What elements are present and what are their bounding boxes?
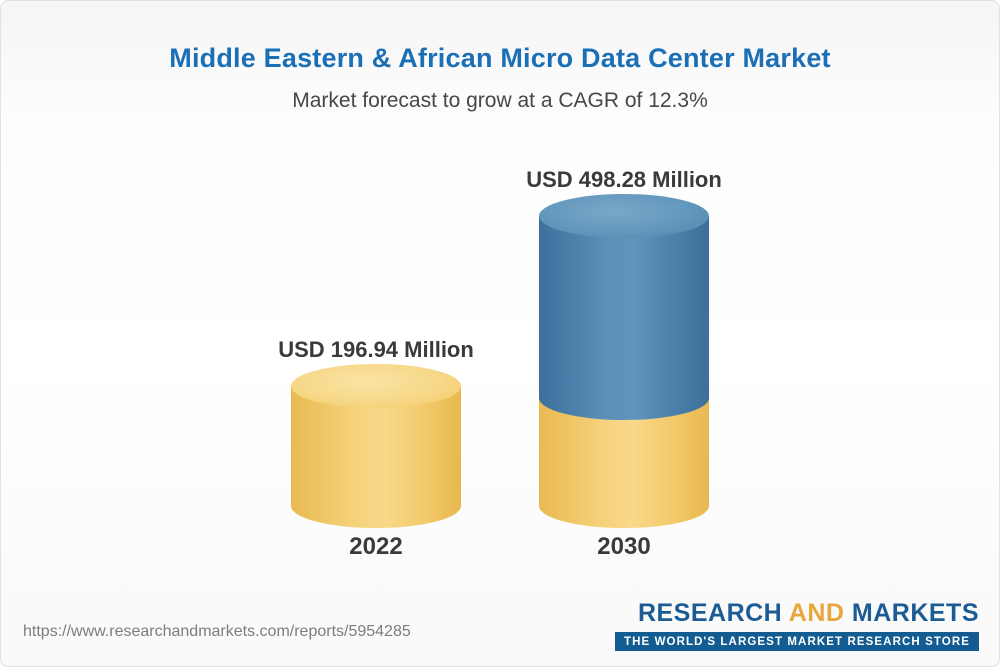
logo-tagline: THE WORLD'S LARGEST MARKET RESEARCH STOR… [615,632,979,651]
x-axis-label-2030: 2030 [597,533,651,560]
x-axis-label-2022: 2022 [349,533,403,560]
chart-subtitle: Market forecast to grow at a CAGR of 12.… [292,89,708,112]
bar-2030-cylinder [539,194,709,528]
logo-word-markets: MARKETS [851,599,979,627]
logo-word-research: RESEARCH [637,599,783,627]
bar-2030-top-ellipse [539,194,709,238]
logo-wordmark: RESEARCH AND MARKETS [615,599,979,628]
research-and-markets-logo: RESEARCH AND MARKETS THE WORLD'S LARGEST… [615,599,979,651]
bar-2022-top-ellipse [291,364,461,408]
value-label-2030: USD 498.28 Million [526,167,722,192]
value-label-2022: USD 196.94 Million [278,337,474,362]
chart-title: Middle Eastern & African Micro Data Cent… [169,43,831,73]
logo-word-and: AND [788,599,845,627]
bar-2022-body [291,386,461,528]
bar-2030-growth-segment [539,216,709,420]
bar-2022-cylinder [291,364,461,528]
source-url: https://www.researchandmarkets.com/repor… [23,623,411,640]
